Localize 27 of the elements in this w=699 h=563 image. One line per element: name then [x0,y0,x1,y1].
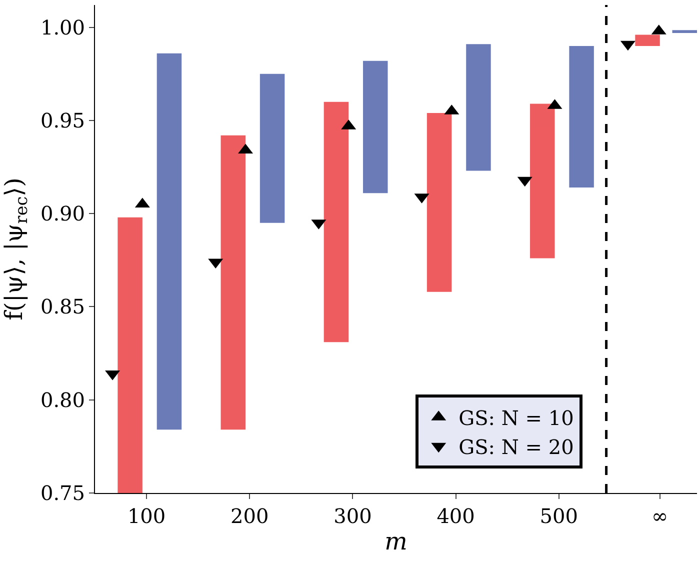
bar [530,104,555,258]
bar [220,135,246,430]
bar [569,46,594,188]
legend-label: GS: N = 20 [458,434,574,459]
y-tick-label: 1.00 [40,15,85,40]
bar [635,34,660,46]
y-tick-label: 0.85 [40,294,85,319]
bar [260,74,285,223]
x-tick-label: 200 [230,504,269,528]
bar [466,44,491,171]
x-tick-label: 300 [334,504,372,528]
bar [324,102,349,342]
y-tick-label: 0.80 [40,388,85,412]
y-tick-label: 0.95 [40,108,85,132]
x-axis-title: m [384,527,408,556]
x-tick-label: 400 [436,504,475,528]
legend-label: GS: N = 10 [458,406,574,430]
bar [426,113,452,292]
x-tick-label: 100 [127,504,166,528]
bar [118,217,142,493]
y-tick-label: 0.75 [40,481,85,505]
x-tick-label: ∞ [652,504,668,528]
y-tick-label: 0.90 [40,202,85,226]
x-tick-label: 500 [540,504,578,528]
bar [672,30,697,33]
bar [156,53,182,430]
bar [363,60,388,194]
